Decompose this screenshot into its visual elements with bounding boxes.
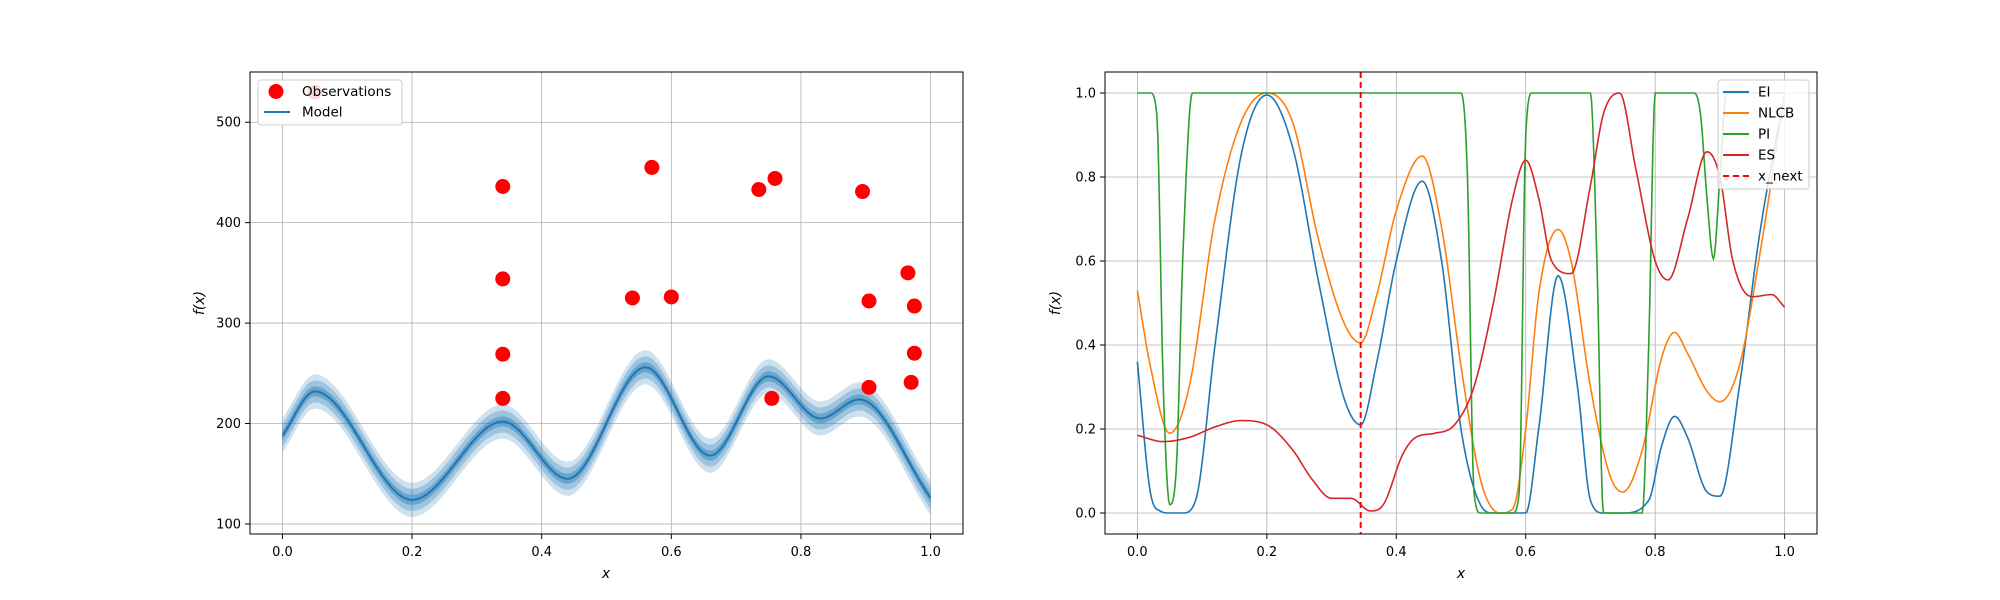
observation-point: [644, 159, 660, 175]
observation-point: [764, 390, 780, 406]
legend-model-label: Model: [302, 105, 343, 121]
observation-point: [495, 346, 511, 362]
left-y-tick-label: 200: [216, 417, 241, 432]
observation-point: [903, 374, 919, 390]
observation-point: [767, 170, 783, 186]
observation-point: [900, 265, 916, 281]
legend-es-label: ES: [1758, 148, 1775, 164]
left-chart-panel: 0.0 0.2 0.4 0.6 0.8 1.0 100 200 300 400 500 x f(x…: [192, 71, 964, 582]
right-x-ticks: 0.0 0.2 0.4 0.6 0.8 1.0: [1127, 534, 1795, 560]
left-y-tick-label: 400: [216, 216, 241, 231]
left-x-tick-label: 0.4: [531, 545, 552, 560]
legend-ei-label: EI: [1758, 85, 1771, 101]
left-y-tick-label: 100: [216, 517, 241, 532]
observation-point: [861, 379, 877, 395]
right-y-tick-label: 1.0: [1075, 87, 1096, 102]
observation-point: [906, 298, 922, 314]
observation-point: [855, 184, 871, 200]
observation-point: [624, 290, 640, 306]
observation-point: [663, 289, 679, 305]
right-y-tick-label: 0.6: [1075, 255, 1096, 270]
right-y-tick-label: 0.8: [1075, 171, 1096, 186]
left-axes-frame: [249, 71, 964, 535]
left-x-axis-label: x: [601, 566, 611, 582]
right-x-tick-label: 0.8: [1645, 545, 1666, 560]
model-line: [281, 366, 932, 501]
right-x-tick-label: 0.4: [1386, 545, 1407, 560]
series-line-ei: [1136, 92, 1786, 514]
right-x-axis-label: x: [1456, 566, 1466, 582]
observation-point: [495, 178, 511, 194]
right-plot-area: [1105, 72, 1817, 534]
series-line-es: [1137, 92, 1786, 512]
legend-observations-marker: [268, 84, 284, 99]
right-y-tick-label: 0.2: [1075, 423, 1096, 438]
left-x-tick-label: 0.2: [402, 545, 423, 560]
left-legend: Observations Model: [257, 79, 403, 126]
right-y-tick-label: 0.0: [1075, 507, 1096, 522]
left-x-tick-label: 0.8: [791, 545, 812, 560]
observation-point: [751, 182, 767, 198]
right-legend-items: EI NLCB PI ES: [1723, 85, 1794, 164]
acquisition-series-group: [1136, 92, 1786, 514]
right-axes-frame: [1104, 71, 1818, 535]
left-x-tick-label: 0.0: [272, 545, 293, 560]
right-chart-panel: 0.0 0.2 0.4 0.6 0.8 1.0 0.00.20.40.60.81.0 x …: [1048, 71, 1818, 582]
left-x-tick-label: 1.0: [920, 545, 941, 560]
left-y-ticks: 100 200 300 400 500: [216, 116, 250, 532]
right-legend-box: [1717, 79, 1810, 190]
series-line-pi: [1137, 92, 1785, 514]
left-y-tick-label: 300: [216, 317, 241, 332]
left-plot-area: [250, 72, 963, 534]
legend-x-next-label: x_next: [1758, 169, 1803, 185]
observation-point: [495, 271, 511, 287]
left-legend-box: [257, 79, 403, 126]
series-line-nlcb: [1136, 92, 1786, 514]
right-x-tick-label: 0.6: [1515, 545, 1536, 560]
model-band-layer: [282, 356, 931, 511]
observation-point: [861, 293, 877, 309]
model-line-group: [281, 366, 932, 501]
legend-nlcb-label: NLCB: [1758, 106, 1794, 122]
right-x-tick-label: 1.0: [1774, 545, 1795, 560]
observation-point: [906, 345, 922, 361]
legend-pi-label: PI: [1758, 127, 1770, 143]
left-x-ticks: 0.0 0.2 0.4 0.6 0.8 1.0: [272, 534, 941, 560]
right-y-ticks: 0.0 0.2 0.4 0.6 0.8 1.0: [1075, 87, 1105, 522]
right-y-axis-label: f(x): [1048, 291, 1064, 315]
legend-observations-label: Observations: [302, 84, 391, 100]
right-x-tick-label: 0.0: [1127, 545, 1148, 560]
right-y-tick-label: 0.4: [1075, 339, 1096, 354]
left-y-axis-label: f(x): [192, 291, 208, 315]
observation-point: [495, 390, 511, 406]
right-legend: EI NLCB PI ES x_next: [1717, 79, 1810, 190]
left-x-tick-label: 0.6: [661, 545, 682, 560]
right-x-tick-label: 0.2: [1256, 545, 1277, 560]
left-y-tick-label: 500: [216, 116, 241, 131]
